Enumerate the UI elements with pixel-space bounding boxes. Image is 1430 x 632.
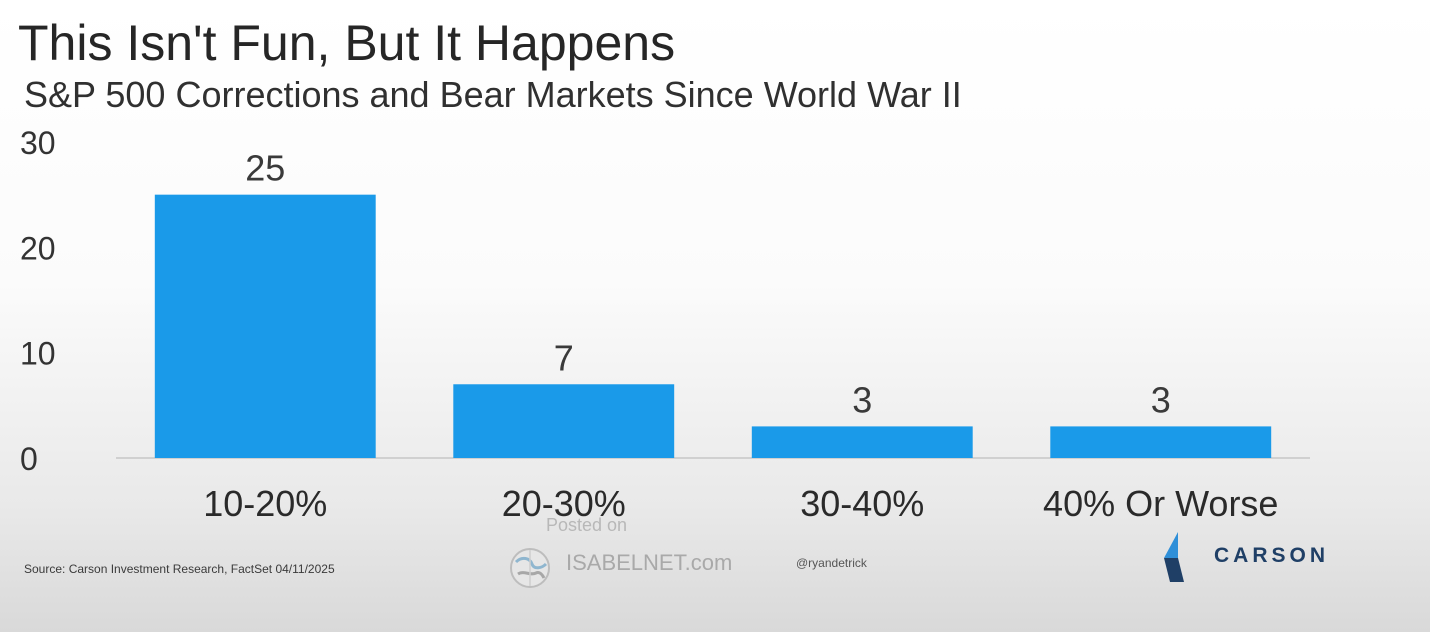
y-tick-label: 20: [20, 230, 56, 266]
y-tick-label: 0: [20, 441, 38, 477]
isabelnet-watermark: ISABELNET.com: [566, 550, 733, 575]
x-tick-label: 20-30%: [502, 483, 626, 524]
x-tick-label: 40% Or Worse: [1043, 483, 1278, 524]
twitter-handle: @ryandetrick: [796, 556, 867, 570]
x-tick-label: 30-40%: [800, 483, 924, 524]
globe-icon: [510, 548, 550, 588]
posted-on-label: Posted on: [546, 515, 628, 535]
chart-title: This Isn't Fun, But It Happens: [18, 15, 676, 71]
x-tick-label: 10-20%: [203, 483, 327, 524]
source-note: Source: Carson Investment Research, Fact…: [24, 562, 335, 576]
bar: [1050, 426, 1272, 458]
carson-logo-icon: [1164, 532, 1184, 582]
y-tick-label: 10: [20, 336, 56, 372]
data-label: 3: [1151, 379, 1171, 420]
data-label: 3: [852, 379, 872, 420]
data-label: 25: [245, 148, 285, 189]
data-label: 7: [554, 337, 574, 378]
chart-subtitle: S&P 500 Corrections and Bear Markets Sin…: [24, 74, 962, 115]
chart-footer: Source: Carson Investment Research, Fact…: [0, 515, 1430, 620]
y-tick-label: 30: [20, 125, 56, 161]
bar: [751, 426, 973, 458]
bar: [453, 384, 675, 458]
carson-brand: CARSON: [1214, 544, 1330, 567]
bar: [154, 194, 376, 458]
